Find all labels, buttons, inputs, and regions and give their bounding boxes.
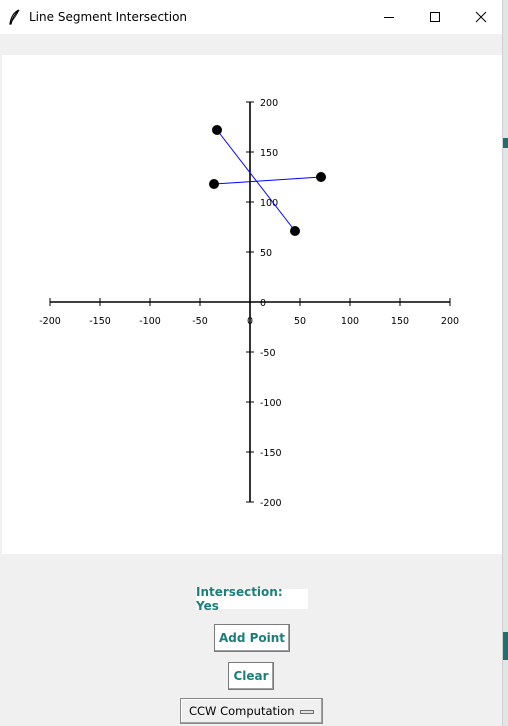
x-tick-label: 200 (441, 316, 459, 327)
y-tick-label: -150 (260, 448, 282, 459)
data-point (316, 172, 326, 182)
y-tick-label: 150 (260, 148, 278, 159)
close-icon (475, 11, 487, 23)
x-tick-label: -100 (139, 316, 161, 327)
intersection-plot[interactable]: -200 -150 -100 -50 0 50 100 150 200 200 150 100 50 0 -… (2, 55, 502, 554)
segment-line (216, 129, 296, 232)
segment-line (213, 176, 322, 185)
y-tick-label: -50 (260, 348, 276, 359)
background-window-edge (502, 0, 508, 726)
background-window-mark (503, 632, 508, 660)
y-tick-label: 200 (260, 98, 278, 109)
minimize-button[interactable] (366, 0, 412, 34)
y-tick-label: 50 (260, 248, 272, 259)
data-point (290, 226, 300, 236)
data-point (209, 179, 219, 189)
minimize-icon (384, 17, 394, 18)
window-title: Line Segment Intersection (29, 10, 188, 24)
drawing-canvas[interactable]: -200 -150 -100 -50 0 50 100 150 200 200 150 100 50 0 -… (2, 55, 502, 554)
x-tick-label: -200 (39, 316, 61, 327)
background-window-mark (503, 138, 508, 148)
y-tick-label: 100 (260, 198, 278, 209)
dropdown-indicator-icon (300, 710, 314, 714)
y-tick-label: -200 (260, 498, 282, 509)
y-tick-label: -100 (260, 398, 282, 409)
add-point-button[interactable]: Add Point (214, 624, 290, 652)
clear-button[interactable]: Clear (228, 662, 274, 690)
x-tick-label: -50 (192, 316, 208, 327)
x-tick-label: 50 (294, 316, 306, 327)
x-tick-label: 0 (247, 316, 253, 327)
x-tick-label: 150 (391, 316, 409, 327)
intersection-result: Intersection: Yes (196, 585, 308, 613)
mode-select[interactable]: CCW Computation (180, 698, 323, 724)
close-button[interactable] (458, 0, 504, 34)
maximize-icon (430, 12, 440, 22)
maximize-button[interactable] (412, 0, 458, 34)
feather-icon (8, 9, 22, 25)
data-point (212, 125, 222, 135)
y-tick-label: 0 (260, 298, 266, 309)
title-bar[interactable]: Line Segment Intersection (0, 0, 502, 34)
x-tick-label: 100 (341, 316, 359, 327)
x-tick-label: -150 (89, 316, 111, 327)
mode-select-value: CCW Computation (189, 704, 295, 718)
